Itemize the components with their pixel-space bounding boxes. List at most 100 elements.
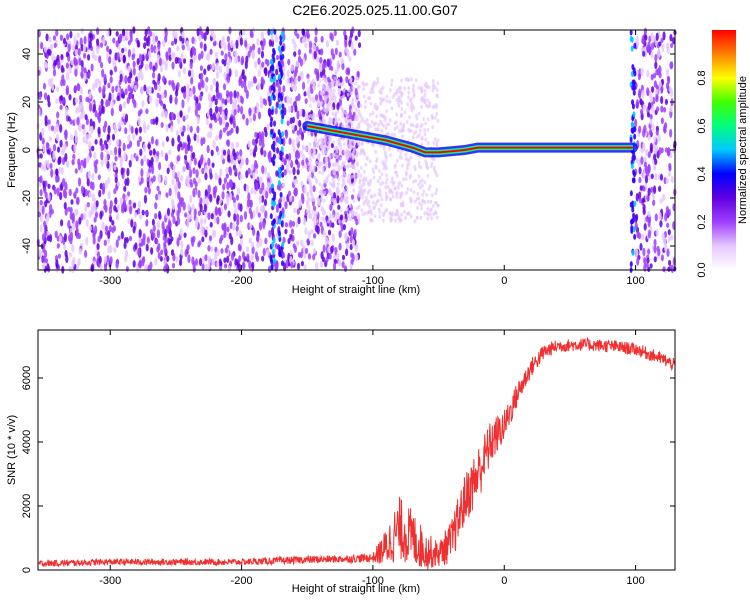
heatmap-cell: [329, 32, 333, 40]
heatmap-cell: [322, 244, 326, 253]
heatmap-cell: [325, 40, 330, 48]
heatmap-cell: [63, 201, 67, 210]
heatmap-cell: [300, 260, 305, 267]
heatmap-cell: [171, 198, 175, 207]
heatmap-cell: [95, 200, 99, 208]
heatmap-cell: [666, 45, 670, 55]
heatmap-cell: [641, 197, 645, 204]
heatmap-cell: [241, 113, 246, 120]
heatmap-cell: [315, 142, 319, 147]
heatmap-cell: [382, 146, 386, 151]
heatmap-cell: [171, 79, 175, 88]
heatmap-cell: [635, 248, 639, 258]
heatmap-cell: [103, 262, 108, 272]
heatmap-cell: [144, 186, 148, 194]
heatmap-cell: [321, 167, 325, 172]
heatmap-cell: [342, 223, 346, 231]
heatmap-cell: [313, 134, 318, 144]
heatmap-cell: [222, 117, 226, 126]
heatmap-cell: [663, 127, 667, 134]
heatmap-streak: [270, 264, 274, 271]
heatmap-cell: [83, 72, 87, 82]
heatmap-cell: [79, 94, 83, 101]
heatmap-cell: [177, 170, 181, 179]
heatmap-streak: [280, 108, 284, 115]
heatmap-cell: [354, 177, 357, 182]
heatmap-cell: [305, 209, 309, 214]
heatmap-cell: [249, 223, 253, 229]
heatmap-cell: [332, 163, 336, 168]
heatmap-cell: [404, 177, 408, 182]
heatmap-cell: [192, 188, 196, 198]
heatmap-cell: [654, 61, 658, 70]
heatmap-cell: [337, 117, 341, 122]
heatmap-cell: [372, 175, 376, 180]
heatmap-cell: [228, 168, 233, 176]
heatmap-cell: [320, 100, 323, 105]
heatmap-cell: [212, 33, 216, 42]
heatmap-cell: [363, 200, 367, 205]
heatmap-cell: [116, 52, 120, 61]
heatmap-cell: [349, 182, 352, 187]
heatmap-cell: [129, 72, 133, 79]
heatmap-cell: [293, 42, 297, 51]
heatmap-cell: [665, 178, 670, 184]
heatmap-cell: [87, 71, 91, 80]
heatmap-cell: [109, 149, 113, 156]
heatmap-cell: [378, 210, 382, 215]
heatmap-cell: [239, 173, 243, 180]
heatmap-cell: [155, 156, 159, 164]
heatmap-cell: [295, 221, 299, 228]
heatmap-cell: [164, 28, 168, 38]
heatmap-cell: [409, 199, 413, 204]
heatmap-cell: [152, 231, 156, 239]
heatmap-cell: [239, 105, 244, 115]
heatmap-cell: [232, 43, 236, 50]
heatmap-cell: [321, 171, 324, 176]
heatmap-cell: [406, 166, 409, 171]
heatmap-cell: [188, 158, 193, 167]
heatmap-cell: [263, 150, 267, 158]
heatmap-cell: [157, 175, 161, 184]
heatmap-cell: [646, 70, 650, 78]
heatmap-cell: [120, 230, 124, 240]
heatmap-cell: [264, 237, 268, 245]
heatmap-cell: [300, 192, 305, 201]
heatmap-cell: [239, 203, 243, 212]
heatmap-cell: [397, 103, 401, 108]
heatmap-cell: [115, 31, 119, 37]
heatmap-cell: [412, 92, 416, 97]
heatmap-cell: [315, 261, 319, 271]
heatmap-cell: [113, 246, 117, 253]
heatmap-cell: [214, 207, 219, 216]
heatmap-cell: [399, 98, 402, 103]
heatmap-cell: [646, 44, 650, 52]
heatmap-cell: [352, 174, 356, 179]
heatmap-streak: [281, 171, 285, 178]
heatmap-cell: [224, 121, 229, 131]
heatmap-cell: [386, 131, 390, 136]
heatmap-cell: [663, 177, 667, 185]
heatmap-cell: [251, 106, 255, 114]
heatmap-cell: [166, 224, 170, 234]
heatmap-cell: [668, 85, 672, 93]
heatmap-streak: [278, 172, 282, 179]
heatmap-cell: [211, 162, 215, 168]
heatmap-cell: [73, 191, 77, 198]
heatmap-cell: [225, 255, 230, 264]
heatmap-cell: [133, 84, 138, 91]
heatmap-streak: [279, 191, 283, 198]
heatmap-cell: [238, 230, 242, 237]
heatmap-cell: [123, 46, 128, 53]
heatmap-cell: [74, 68, 78, 77]
heatmap-cell: [646, 112, 651, 118]
heatmap-cell: [122, 142, 126, 152]
heatmap-streak: [632, 79, 636, 86]
heatmap-cell: [296, 110, 300, 120]
heatmap-cell: [660, 117, 664, 125]
heatmap-cell: [97, 235, 101, 242]
heatmap-cell: [667, 209, 671, 217]
heatmap-cell: [638, 166, 642, 175]
heatmap-streak: [278, 249, 282, 256]
heatmap-cell: [245, 184, 250, 194]
